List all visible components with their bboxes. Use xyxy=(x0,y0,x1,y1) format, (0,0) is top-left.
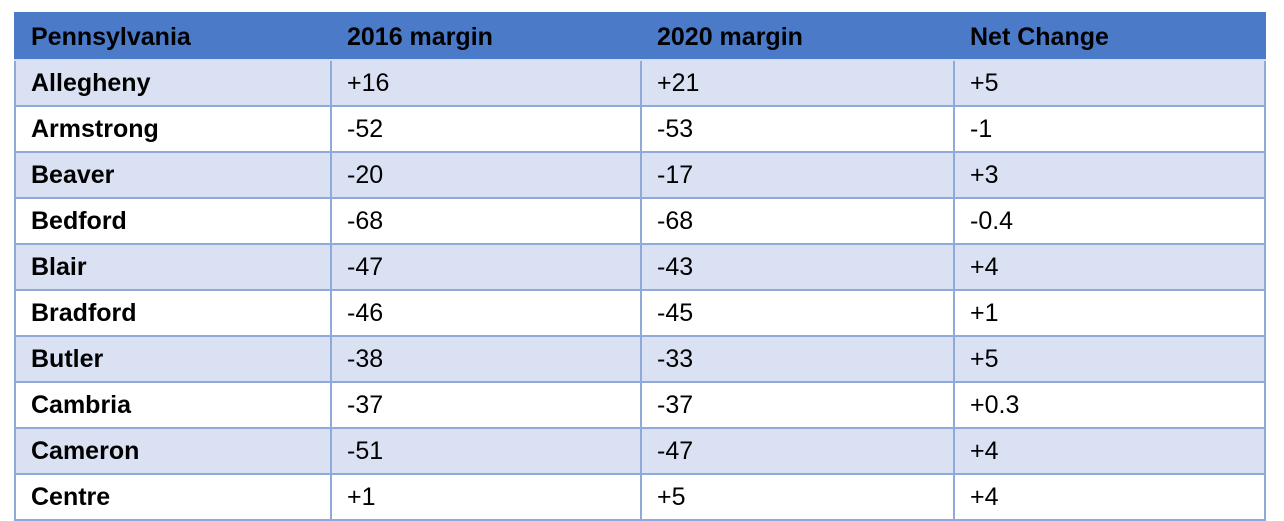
net-change-cell: +1 xyxy=(953,289,1266,337)
net-change-cell: +4 xyxy=(953,243,1266,291)
margin-2020-cell: +5 xyxy=(640,473,955,521)
county-name-cell: Centre xyxy=(14,473,332,521)
county-name-cell: Cambria xyxy=(14,381,332,429)
county-name-cell: Cameron xyxy=(14,427,332,475)
margin-2016-cell: -38 xyxy=(330,335,642,383)
margin-2016-cell: -37 xyxy=(330,381,642,429)
county-name-cell: Butler xyxy=(14,335,332,383)
margin-2016-cell: +16 xyxy=(330,59,642,107)
table-row-armstrong: Armstrong -52 -53 -1 xyxy=(14,105,1266,153)
county-name-cell: Bedford xyxy=(14,197,332,245)
margin-2020-cell: -43 xyxy=(640,243,955,291)
margin-2020-cell: -37 xyxy=(640,381,955,429)
county-margins-table: Pennsylvania 2016 margin 2020 margin Net… xyxy=(14,12,1266,521)
margin-2016-cell: -51 xyxy=(330,427,642,475)
county-name-cell: Armstrong xyxy=(14,105,332,153)
margin-2016-cell: -52 xyxy=(330,105,642,153)
table-row-butler: Butler -38 -33 +5 xyxy=(14,335,1266,383)
table-header-row: Pennsylvania 2016 margin 2020 margin Net… xyxy=(14,12,1266,61)
net-change-cell: -1 xyxy=(953,105,1266,153)
net-change-cell: +4 xyxy=(953,473,1266,521)
margin-2016-cell: -20 xyxy=(330,151,642,199)
margin-2016-cell: -46 xyxy=(330,289,642,337)
table-row-beaver: Beaver -20 -17 +3 xyxy=(14,151,1266,199)
net-change-cell: +4 xyxy=(953,427,1266,475)
column-header-net-change: Net Change xyxy=(953,12,1266,61)
net-change-cell: +5 xyxy=(953,59,1266,107)
margin-2020-cell: -53 xyxy=(640,105,955,153)
margin-2020-cell: -68 xyxy=(640,197,955,245)
net-change-cell: +3 xyxy=(953,151,1266,199)
margin-2020-cell: +21 xyxy=(640,59,955,107)
table-row-bedford: Bedford -68 -68 -0.4 xyxy=(14,197,1266,245)
margin-2016-cell: +1 xyxy=(330,473,642,521)
county-name-cell: Beaver xyxy=(14,151,332,199)
net-change-cell: +0.3 xyxy=(953,381,1266,429)
county-name-cell: Allegheny xyxy=(14,59,332,107)
column-header-2020-margin: 2020 margin xyxy=(640,12,955,61)
table-row-allegheny: Allegheny +16 +21 +5 xyxy=(14,59,1266,107)
net-change-cell: -0.4 xyxy=(953,197,1266,245)
county-margins-table-container: Pennsylvania 2016 margin 2020 margin Net… xyxy=(14,12,1266,521)
column-header-pennsylvania: Pennsylvania xyxy=(14,12,332,61)
column-header-2016-margin: 2016 margin xyxy=(330,12,642,61)
margin-2016-cell: -68 xyxy=(330,197,642,245)
margin-2020-cell: -17 xyxy=(640,151,955,199)
margin-2016-cell: -47 xyxy=(330,243,642,291)
margin-2020-cell: -33 xyxy=(640,335,955,383)
table-row-cambria: Cambria -37 -37 +0.3 xyxy=(14,381,1266,429)
table-row-bradford: Bradford -46 -45 +1 xyxy=(14,289,1266,337)
county-name-cell: Bradford xyxy=(14,289,332,337)
table-row-centre: Centre +1 +5 +4 xyxy=(14,473,1266,521)
net-change-cell: +5 xyxy=(953,335,1266,383)
table-row-cameron: Cameron -51 -47 +4 xyxy=(14,427,1266,475)
county-name-cell: Blair xyxy=(14,243,332,291)
table-row-blair: Blair -47 -43 +4 xyxy=(14,243,1266,291)
margin-2020-cell: -45 xyxy=(640,289,955,337)
margin-2020-cell: -47 xyxy=(640,427,955,475)
